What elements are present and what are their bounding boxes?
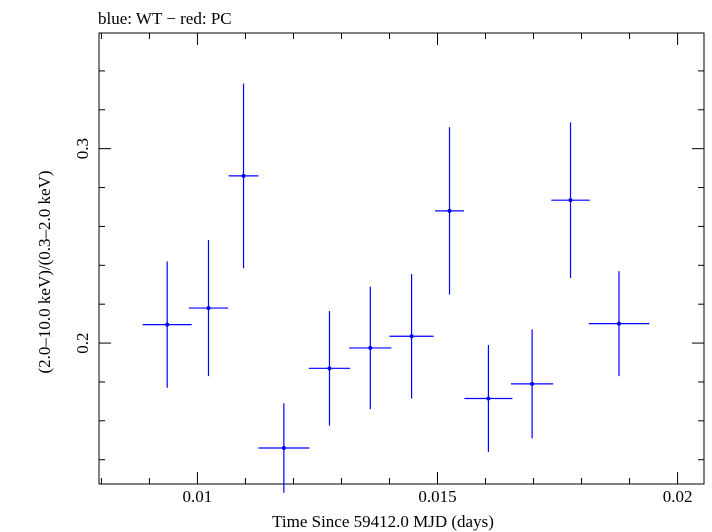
data-point — [389, 274, 434, 399]
data-point — [551, 122, 590, 278]
data-point — [142, 261, 192, 388]
point-marker — [206, 306, 211, 311]
data-point — [510, 329, 554, 439]
point-marker — [241, 173, 246, 178]
x-tick-label: 0.02 — [663, 487, 693, 506]
point-marker — [486, 396, 491, 401]
x-axis-label: Time Since 59412.0 MJD (days) — [272, 512, 494, 531]
x-tick-label: 0.01 — [183, 487, 213, 506]
data-point — [435, 127, 464, 295]
point-marker — [568, 198, 573, 203]
point-marker — [447, 208, 452, 213]
point-marker — [165, 322, 170, 327]
y-tick-label: 0.2 — [73, 332, 92, 353]
x-axis-ticks: 0.01 0.015 0.02 — [100, 33, 693, 506]
data-point — [308, 310, 351, 426]
y-axis-ticks: 0.2 0.3 — [73, 70, 704, 461]
data-points — [142, 83, 650, 493]
data-point — [188, 240, 229, 377]
data-point — [464, 345, 513, 452]
point-marker — [327, 366, 332, 371]
data-point — [588, 271, 650, 377]
y-axis-label: (2.0–10.0 keV)/(0.3–2.0 keV) — [35, 170, 54, 373]
point-marker — [617, 321, 622, 326]
data-point — [349, 286, 392, 410]
point-marker — [368, 345, 373, 350]
point-marker — [530, 381, 535, 386]
y-tick-label: 0.3 — [73, 138, 92, 159]
chart-title: blue: WT − red: PC — [98, 9, 232, 28]
point-marker — [281, 446, 286, 451]
plot-frame — [98, 32, 705, 485]
data-point — [258, 403, 310, 493]
data-point — [228, 83, 259, 269]
point-marker — [409, 334, 414, 339]
x-tick-label: 0.015 — [418, 487, 456, 506]
